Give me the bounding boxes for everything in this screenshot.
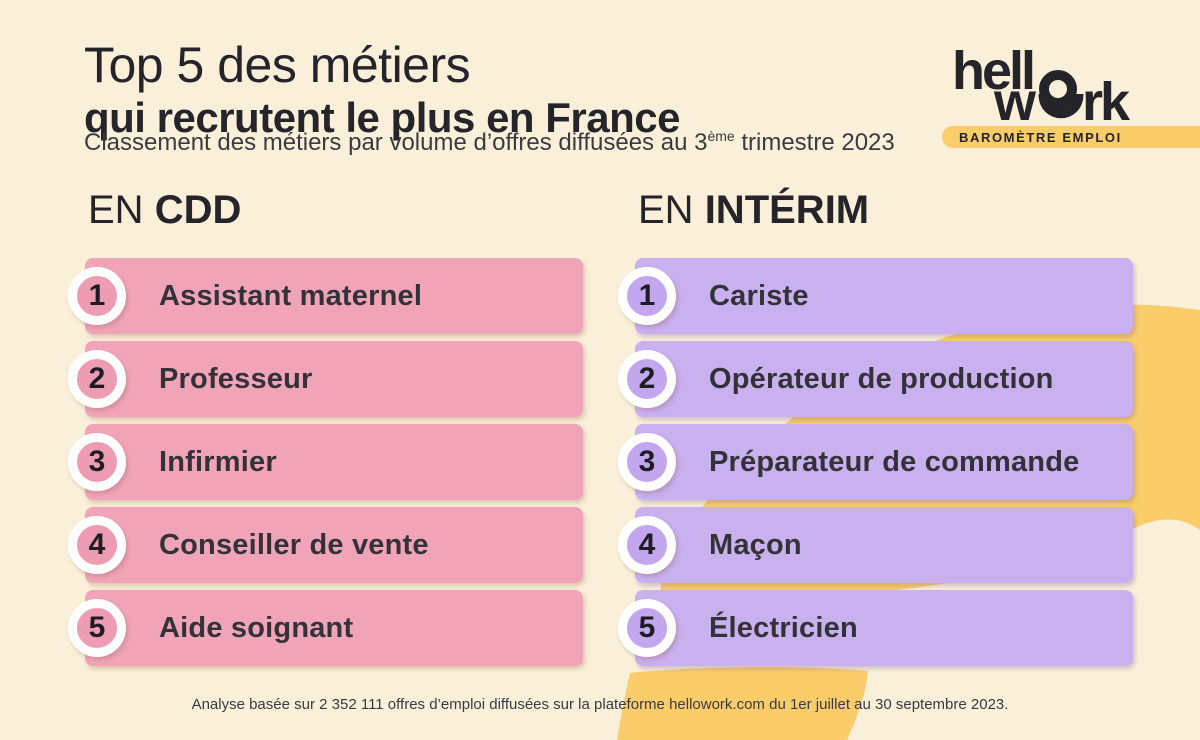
title-line1: Top 5 des métiers <box>84 37 471 93</box>
rank-badge: 1 <box>618 267 676 325</box>
rank-bar: 2 Professeur <box>68 341 583 417</box>
rank-number: 2 <box>88 362 106 395</box>
cdd-rank-list: 1 Assistant maternel 2 Professeur 3 Infirmier… <box>68 258 583 673</box>
footer-note: Analyse basée sur 2 352 111 offres d’emp… <box>191 696 1009 713</box>
heading-interim: EN INTÉRIM <box>638 188 869 233</box>
title-line2: qui recrutent le plus en France <box>84 94 680 141</box>
rank-badge: 1 <box>68 267 126 325</box>
subtitle: Classement des métiers par volume d’offr… <box>84 128 895 157</box>
rank-bar: 3 Préparateur de commande <box>618 424 1133 500</box>
rank-number: 5 <box>638 611 656 644</box>
yellow-blob-bottom <box>617 667 868 740</box>
rank-badge: 2 <box>68 350 126 408</box>
hellowork-logo: hell w rk <box>952 41 1134 129</box>
subtitle-text: Classement des métiers par volume d’offr… <box>84 129 708 156</box>
heading-strong: INTÉRIM <box>704 188 870 232</box>
rank-badge: 2 <box>618 350 676 408</box>
logo-o-ring-icon <box>1039 70 1077 108</box>
heading-strong: CDD <box>154 188 242 232</box>
rank-bar: 1 Assistant maternel <box>68 258 583 334</box>
job-label: Assistant maternel <box>159 279 423 312</box>
rank-bar: 5 Aide soignant <box>68 590 583 666</box>
job-label: Infirmier <box>159 445 277 478</box>
rank-badge: 4 <box>68 516 126 574</box>
badge-label: BAROMÈTRE EMPLOI <box>959 129 1122 145</box>
rank-badge: 4 <box>618 516 676 574</box>
heading-cdd: EN CDD <box>88 188 241 233</box>
logo-text-rk: rk <box>1082 72 1131 129</box>
rank-bar: 1 Cariste <box>618 258 1133 334</box>
rank-bar: 3 Infirmier <box>68 424 583 500</box>
job-label: Cariste <box>709 279 809 312</box>
rank-number: 5 <box>88 611 106 644</box>
job-label: Opérateur de production <box>709 362 1054 395</box>
job-label: Professeur <box>159 362 313 395</box>
job-label: Conseiller de vente <box>159 528 429 561</box>
rank-number: 4 <box>88 528 106 561</box>
interim-rank-list: 1 Cariste 2 Opérateur de production 3 Prépara… <box>618 258 1133 673</box>
job-label: Électricien <box>709 611 858 644</box>
job-label: Maçon <box>709 528 802 561</box>
rank-number: 1 <box>88 279 106 312</box>
rank-number: 2 <box>638 362 656 395</box>
logo-o-smile-icon <box>1038 93 1084 119</box>
rank-bar: 4 Maçon <box>618 507 1133 583</box>
rank-bar: 4 Conseiller de vente <box>68 507 583 583</box>
rank-badge: 5 <box>68 599 126 657</box>
rank-bar: 5 Électricien <box>618 590 1133 666</box>
rank-number: 3 <box>638 445 656 478</box>
job-label: Aide soignant <box>159 611 354 644</box>
rank-badge: 3 <box>618 433 676 491</box>
rank-number: 4 <box>638 528 656 561</box>
rank-number: 3 <box>88 445 106 478</box>
job-label: Préparateur de commande <box>709 445 1080 478</box>
logo-text-hell: hell <box>952 41 1033 101</box>
subtitle-superscript: ème <box>707 128 735 144</box>
rank-number: 1 <box>638 279 656 312</box>
page-title: Top 5 des métiers qui recrutent le plus … <box>84 40 680 139</box>
rank-bar: 2 Opérateur de production <box>618 341 1133 417</box>
logo-text-w: w <box>993 72 1037 129</box>
heading-prefix: EN <box>638 188 705 232</box>
rank-badge: 3 <box>68 433 126 491</box>
barometre-emploi-badge: BAROMÈTRE EMPLOI <box>942 126 1200 148</box>
heading-prefix: EN <box>88 188 155 232</box>
subtitle-suffix: trimestre 2023 <box>734 129 895 156</box>
rank-badge: 5 <box>618 599 676 657</box>
